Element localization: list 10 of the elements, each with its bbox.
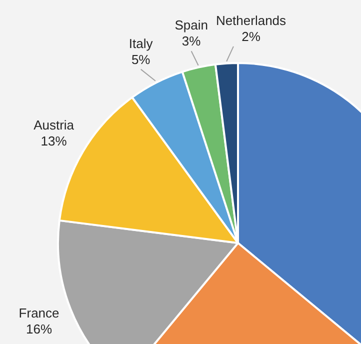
slice-label: Netherlands (216, 13, 287, 28)
data-label: 13% (40, 134, 68, 149)
slice-label: Spain (174, 18, 208, 33)
slice-label: Austria (34, 118, 75, 133)
slice-label: France (18, 305, 60, 320)
data-label: 2% (242, 29, 261, 44)
data-label: 5% (131, 52, 151, 67)
data-label: 16% (26, 321, 52, 336)
data-label: 3% (182, 34, 202, 49)
slice-label: Italy (128, 36, 154, 51)
